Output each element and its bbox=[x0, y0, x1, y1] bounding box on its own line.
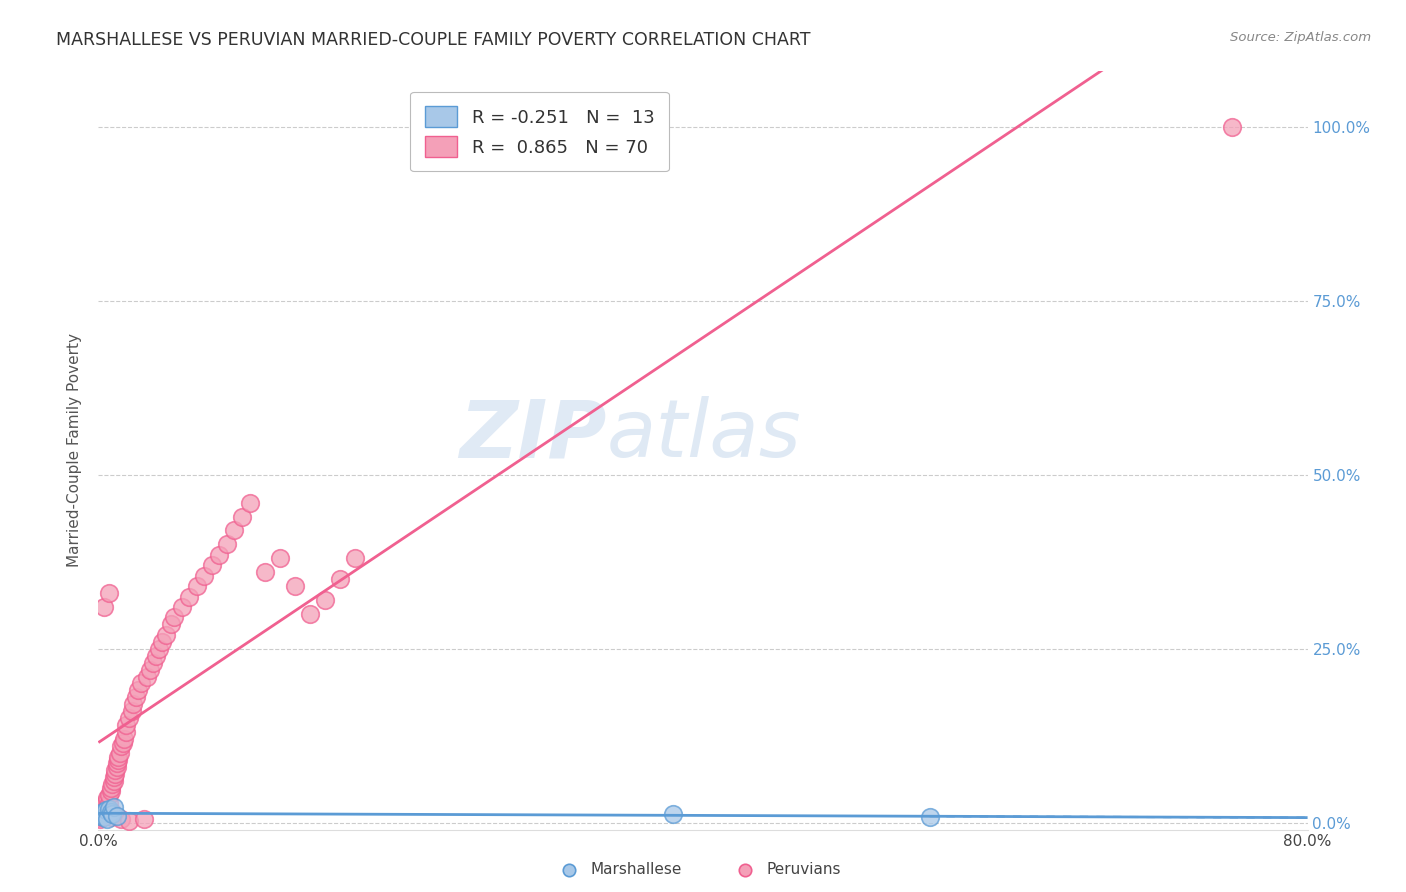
Point bbox=[179, 590, 201, 604]
Point bbox=[135, 669, 157, 683]
Point bbox=[299, 607, 322, 621]
Point bbox=[91, 802, 114, 816]
Point bbox=[94, 795, 117, 809]
Point bbox=[89, 812, 111, 826]
Point bbox=[105, 760, 128, 774]
Point bbox=[108, 746, 131, 760]
Point bbox=[103, 800, 125, 814]
Point bbox=[93, 599, 115, 614]
Point bbox=[93, 810, 115, 824]
Point bbox=[118, 711, 141, 725]
Text: Peruvians: Peruvians bbox=[766, 863, 841, 877]
Point bbox=[90, 805, 112, 820]
Point bbox=[94, 803, 117, 817]
Text: Source: ZipAtlas.com: Source: ZipAtlas.com bbox=[1230, 31, 1371, 45]
Point bbox=[125, 690, 148, 705]
Point bbox=[91, 808, 114, 822]
Point bbox=[132, 812, 155, 826]
Point bbox=[148, 641, 170, 656]
Point bbox=[101, 807, 124, 822]
Point bbox=[129, 676, 152, 690]
Point bbox=[91, 805, 114, 820]
Point bbox=[193, 568, 215, 582]
Point bbox=[163, 610, 186, 624]
Point bbox=[111, 736, 134, 750]
Point bbox=[96, 791, 118, 805]
Point bbox=[145, 648, 167, 663]
Point bbox=[150, 634, 173, 648]
Point bbox=[239, 495, 262, 509]
Point bbox=[100, 784, 122, 798]
Point bbox=[100, 810, 122, 824]
Point bbox=[661, 807, 683, 822]
Point bbox=[1220, 120, 1243, 134]
Point bbox=[142, 656, 165, 670]
Point bbox=[114, 725, 136, 739]
Point bbox=[105, 808, 128, 822]
Point bbox=[110, 739, 132, 753]
Point bbox=[201, 558, 224, 573]
Point bbox=[160, 617, 183, 632]
Point bbox=[100, 780, 122, 795]
Point bbox=[139, 663, 162, 677]
Point bbox=[98, 802, 121, 816]
Point bbox=[121, 704, 143, 718]
Point bbox=[231, 509, 253, 524]
Point bbox=[93, 798, 115, 813]
Point bbox=[98, 586, 121, 600]
Point bbox=[329, 572, 352, 586]
Point bbox=[96, 800, 118, 814]
Point bbox=[107, 753, 129, 767]
Point bbox=[118, 814, 141, 828]
Point bbox=[101, 777, 124, 791]
Point bbox=[127, 683, 149, 698]
Point bbox=[918, 810, 941, 824]
Point bbox=[114, 718, 136, 732]
Point bbox=[94, 803, 117, 817]
Text: MARSHALLESE VS PERUVIAN MARRIED-COUPLE FAMILY POVERTY CORRELATION CHART: MARSHALLESE VS PERUVIAN MARRIED-COUPLE F… bbox=[56, 31, 811, 49]
Point bbox=[89, 808, 111, 822]
Text: atlas: atlas bbox=[606, 396, 801, 475]
Point bbox=[90, 810, 112, 824]
Y-axis label: Married-Couple Family Poverty: Married-Couple Family Poverty bbox=[67, 334, 83, 567]
Text: ZIP: ZIP bbox=[458, 396, 606, 475]
Point bbox=[314, 593, 336, 607]
Point bbox=[98, 788, 121, 802]
Point bbox=[110, 812, 132, 826]
Point bbox=[170, 599, 193, 614]
Point bbox=[224, 524, 246, 538]
Point bbox=[734, 863, 756, 877]
Point bbox=[93, 807, 115, 822]
Point bbox=[100, 805, 122, 820]
Point bbox=[284, 579, 307, 593]
Point bbox=[215, 537, 238, 551]
Point bbox=[122, 698, 145, 712]
Point bbox=[98, 796, 121, 810]
Point bbox=[96, 812, 118, 826]
Text: Marshallese: Marshallese bbox=[591, 863, 682, 877]
Point bbox=[269, 551, 291, 566]
Point bbox=[208, 548, 231, 562]
Point bbox=[253, 565, 276, 579]
Point bbox=[101, 805, 124, 820]
Point bbox=[104, 764, 127, 778]
Point bbox=[103, 771, 125, 785]
Point bbox=[107, 749, 129, 764]
Point bbox=[344, 551, 367, 566]
Point bbox=[104, 767, 127, 781]
Point bbox=[90, 807, 112, 822]
Point bbox=[558, 863, 581, 877]
Point bbox=[186, 579, 208, 593]
Point bbox=[103, 773, 125, 788]
Point bbox=[105, 756, 128, 771]
Point bbox=[155, 628, 177, 642]
Legend: R = -0.251   N =  13, R =  0.865   N = 70: R = -0.251 N = 13, R = 0.865 N = 70 bbox=[411, 92, 669, 171]
Point bbox=[112, 732, 135, 747]
